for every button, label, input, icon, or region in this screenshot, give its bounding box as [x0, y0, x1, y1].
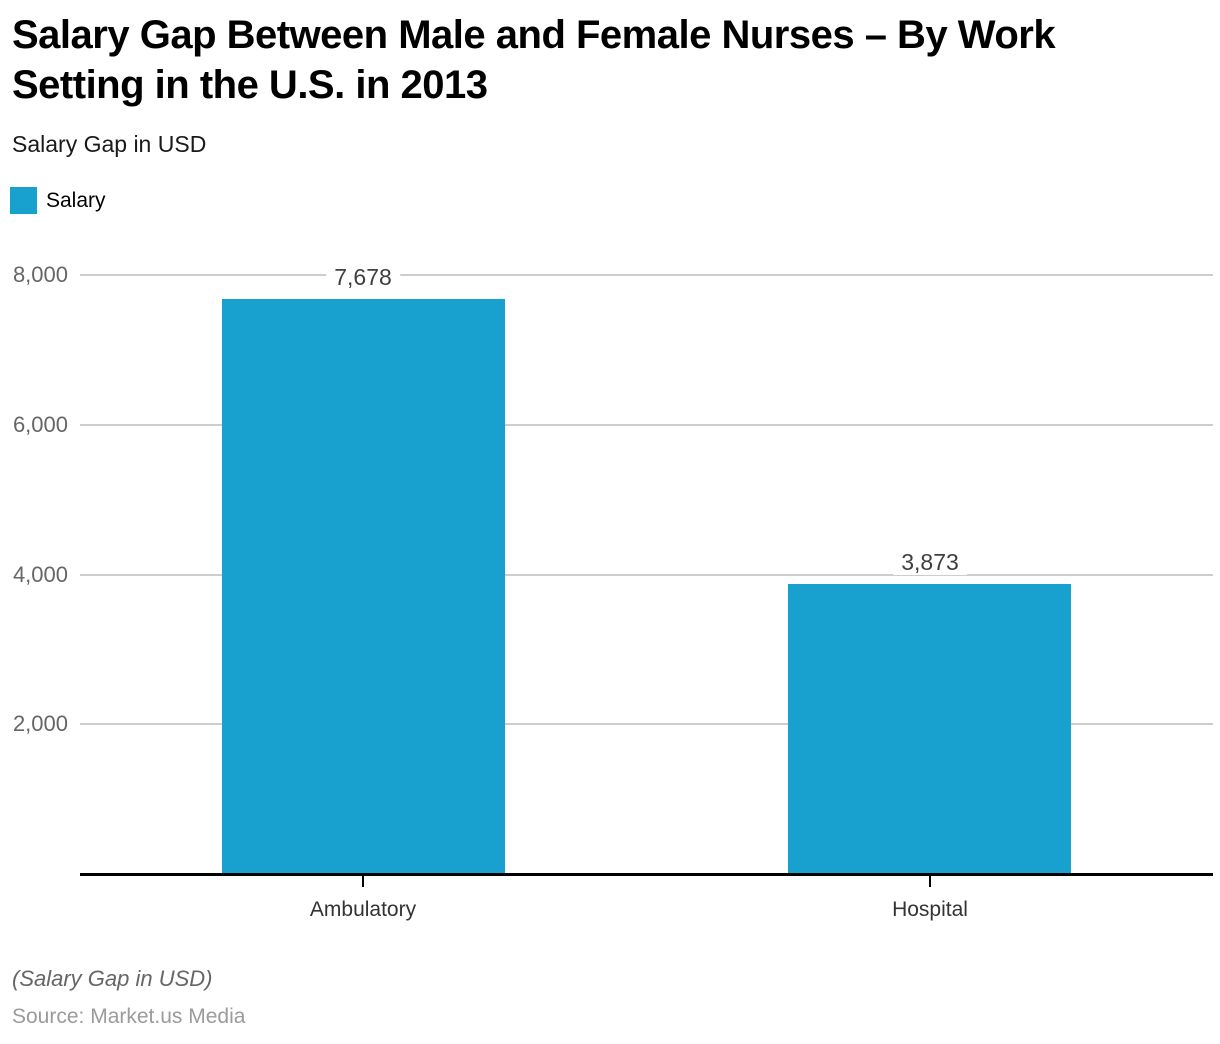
bar-value-label: 3,873: [893, 549, 967, 575]
bar-ambulatory: [222, 299, 505, 874]
y-axis-tick-label: 4,000: [12, 561, 68, 587]
x-axis-category-label: Hospital: [892, 898, 968, 921]
legend-color-swatch: [10, 187, 37, 214]
y-gridline: [80, 274, 1213, 276]
footnote: (Salary Gap in USD): [12, 966, 213, 991]
chart-title: Salary Gap Between Male and Female Nurse…: [12, 13, 1056, 107]
y-axis-tick-label: 6,000: [12, 411, 68, 437]
y-gridline: [80, 423, 1213, 426]
legend: Salary: [10, 187, 106, 214]
legend-label: Salary: [46, 188, 106, 212]
x-axis-tick: [362, 876, 364, 887]
y-gridline: [80, 573, 1213, 576]
x-axis-category-label: Ambulatory: [309, 898, 417, 921]
y-axis-tick-label: 2,000: [12, 711, 68, 737]
x-axis-line: [80, 873, 1213, 876]
source-credit: Source: Market.us Media: [12, 1005, 246, 1028]
y-gridline: [80, 723, 1213, 726]
bar-hospital: [788, 584, 1071, 874]
x-axis-tick: [929, 876, 931, 887]
bar-value-label: 7,678: [326, 264, 400, 290]
y-axis-tick-label: 8,000: [12, 262, 68, 287]
chart-subtitle: Salary Gap in USD: [12, 131, 207, 157]
